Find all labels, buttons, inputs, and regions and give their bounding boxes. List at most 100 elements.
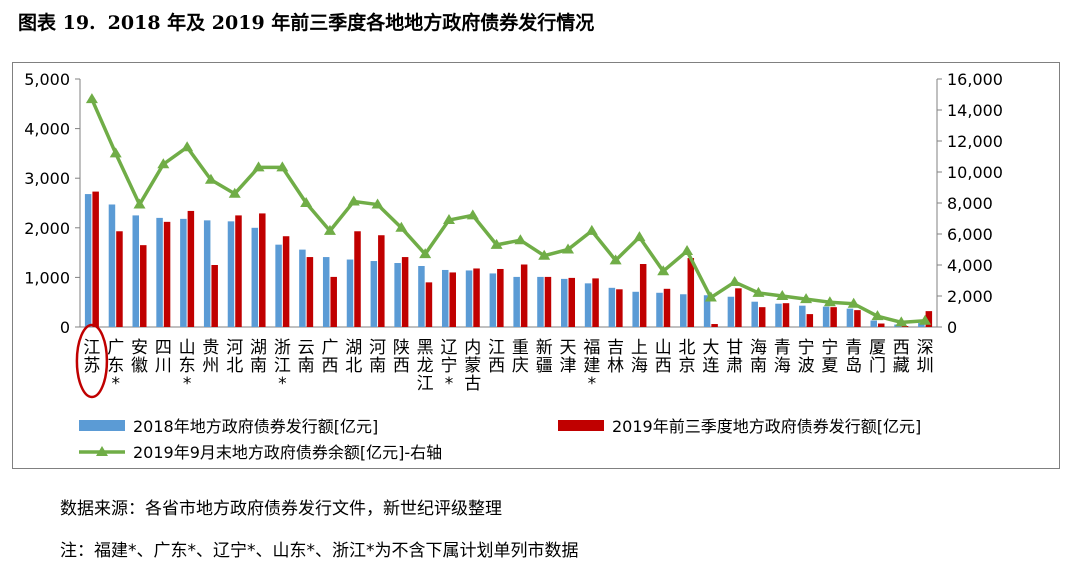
balance-point (776, 290, 789, 300)
bar-2019 (544, 276, 552, 327)
category-label: 西藏 (893, 338, 910, 376)
axes-group: 0 1,000 2,000 3,000 4,000 5,000 0 2,000 4,000 6,0… (24, 70, 1003, 337)
balance-point (109, 147, 122, 158)
balance-line (90, 98, 926, 325)
category-label: 陕西 (393, 338, 410, 376)
bar-2019 (449, 272, 456, 327)
left-tick-label: 5,000 (24, 70, 70, 89)
legend-label: 2018年地方政府债券发行额[亿元] (133, 417, 378, 436)
figure-title: 图表 19. 2018 年及 2019 年前三季度各地地方政府债券发行情况 (18, 8, 606, 35)
legend-swatch (558, 420, 604, 431)
category-label: 宁夏 (821, 338, 838, 376)
balance-point (823, 296, 836, 307)
bar-2019 (211, 265, 218, 327)
bar-2019 (473, 268, 480, 327)
balance-point (585, 224, 598, 235)
balance-point (347, 195, 360, 206)
category-label: 湖北 (345, 338, 362, 376)
bar-2019 (616, 289, 623, 327)
category-label: 江苏 (83, 338, 100, 376)
line-group (85, 93, 932, 327)
bar-2018 (394, 263, 401, 327)
bar-2018 (870, 320, 877, 327)
bar-2019 (877, 323, 885, 327)
chart-frame: 0 1,000 2,000 3,000 4,000 5,000 0 2,000 4,000 6,0… (12, 62, 1060, 469)
balance-point (704, 291, 717, 302)
balance-point (609, 254, 622, 265)
bar-2019 (92, 191, 99, 327)
bar-2019 (330, 276, 337, 327)
bar-2018 (918, 323, 925, 327)
bar-2019 (782, 303, 790, 327)
bar-2019 (592, 278, 599, 327)
bar-2019 (568, 277, 576, 327)
category-label: 浙江* (274, 338, 291, 394)
bar-2018 (775, 303, 782, 327)
balance-point (538, 249, 551, 260)
bar-2018 (227, 221, 235, 327)
category-label: 大连 (702, 338, 719, 376)
bar-2019 (758, 307, 766, 327)
balance-point (514, 234, 527, 245)
left-tick-label: 2,000 (24, 219, 70, 238)
category-label: 贵州 (202, 338, 219, 376)
balance-point (276, 161, 289, 172)
balance-point (181, 141, 194, 152)
bar-2018 (489, 273, 497, 327)
balance-point (800, 293, 813, 304)
right-tick-label: 6,000 (947, 225, 993, 244)
bar-2019 (378, 235, 385, 327)
bar-2018 (703, 295, 711, 327)
category-label: 海南 (750, 338, 767, 376)
bars-group (84, 191, 933, 327)
right-tick-label: 4,000 (947, 256, 993, 275)
bar-2018 (846, 308, 854, 327)
bar-2019 (735, 288, 742, 327)
category-label: 吉林 (607, 338, 624, 376)
right-tick-label: 12,000 (947, 132, 1003, 151)
bar-2019 (497, 268, 504, 327)
bar-2018 (513, 276, 520, 327)
legend-marker (96, 446, 108, 456)
bar-2018 (608, 287, 616, 327)
balance-point (490, 238, 503, 249)
left-tick-label: 0 (60, 318, 70, 337)
bar-2019 (187, 210, 195, 327)
bar-2018 (799, 305, 806, 327)
bar-2019 (354, 231, 361, 327)
bar-2019 (140, 245, 147, 327)
category-label: 山西 (655, 338, 672, 376)
category-label: 重庆 (512, 338, 529, 376)
bar-2018 (584, 283, 592, 327)
category-label: 上海 (631, 338, 648, 376)
bar-2019 (520, 264, 528, 327)
bar-2018 (822, 306, 830, 327)
right-tick-label: 0 (947, 318, 957, 337)
bar-2018 (418, 265, 425, 327)
bar-2019 (806, 314, 814, 327)
bar-2019 (830, 307, 837, 327)
bar-2018 (203, 220, 211, 327)
bar-2018 (537, 276, 544, 327)
category-label: 安徽 (131, 338, 148, 376)
legend-swatch (79, 420, 125, 431)
category-label: 宁波 (798, 338, 815, 376)
category-label: 内蒙古 (464, 338, 481, 394)
category-label: 河南 (369, 338, 386, 376)
balance-point (752, 286, 765, 297)
right-tick-label: 10,000 (947, 163, 1003, 182)
balance-point (466, 209, 479, 220)
legend-label: 2019年前三季度地方政府债券发行额[亿元] (612, 417, 921, 436)
category-label: 福建* (583, 338, 600, 394)
bar-2018 (632, 291, 639, 327)
category-label: 青岛 (845, 338, 862, 376)
category-label: 新疆 (536, 338, 553, 376)
bar-2018 (132, 215, 140, 327)
category-label: 云南 (298, 338, 315, 376)
category-label: 湖南 (250, 338, 267, 376)
category-label: 天津 (560, 338, 577, 376)
balance-point (919, 314, 932, 325)
footnote-note: 注：福建*、广东*、辽宁*、山东*、浙江*为不含下属计划单列市数据 (60, 541, 579, 561)
bar-2019 (663, 288, 671, 327)
bar-2018 (465, 270, 473, 327)
